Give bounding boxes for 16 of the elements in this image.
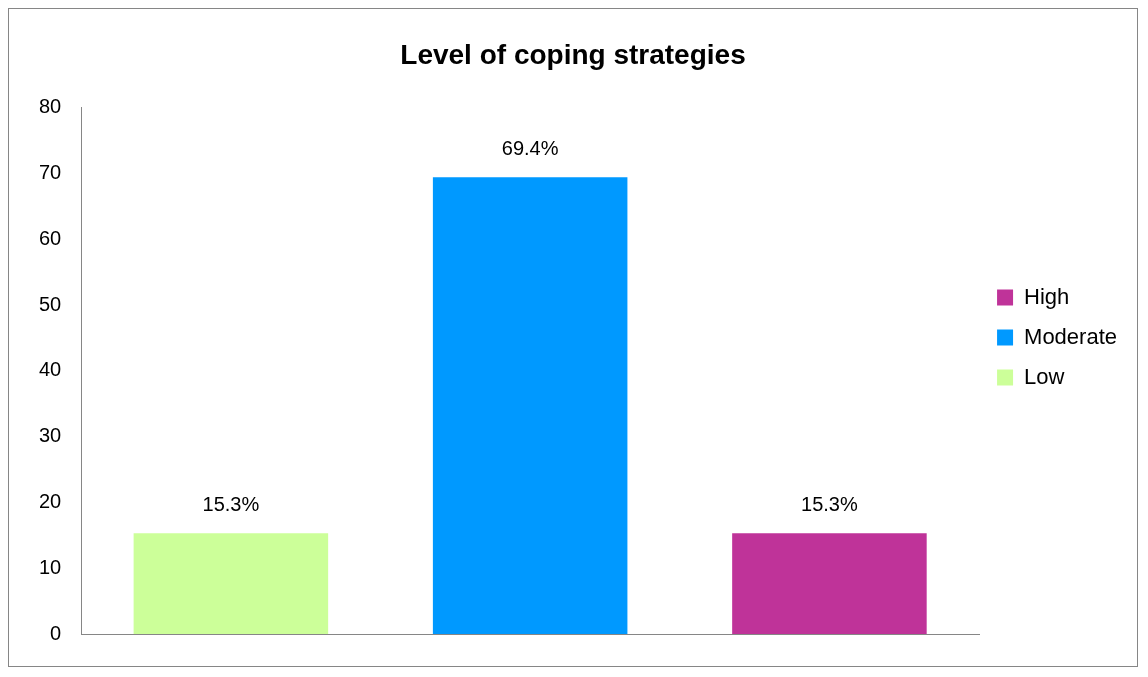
data-label: 15.3% bbox=[801, 492, 858, 515]
y-tick-label: 0 bbox=[50, 621, 62, 644]
legend-label: High bbox=[1024, 283, 1070, 309]
y-tick-label: 30 bbox=[39, 424, 62, 447]
legend-label: Low bbox=[1024, 363, 1065, 389]
y-tick-label: 70 bbox=[39, 160, 62, 183]
y-tick-label: 80 bbox=[39, 95, 62, 118]
y-tick-label: 50 bbox=[39, 292, 62, 315]
y-tick-label: 20 bbox=[39, 489, 62, 512]
data-label: 69.4% bbox=[501, 136, 559, 159]
legend-label: Moderate bbox=[1024, 323, 1118, 349]
y-tick-label: 60 bbox=[39, 226, 62, 249]
data-label: 15.3% bbox=[202, 492, 260, 515]
y-tick-label: 10 bbox=[39, 555, 62, 578]
y-tick-label: 40 bbox=[39, 358, 62, 381]
chart-title: Level of coping strategies bbox=[400, 38, 746, 70]
